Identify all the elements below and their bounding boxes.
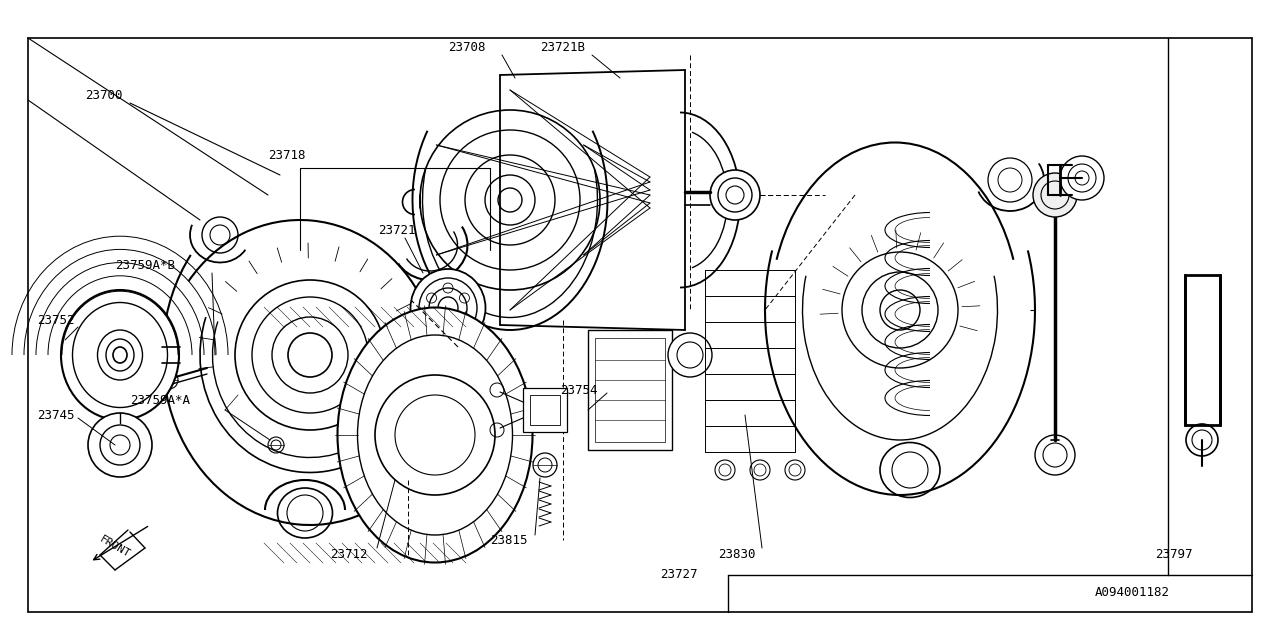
Bar bbox=[1185, 275, 1220, 425]
Text: 23721B: 23721B bbox=[540, 40, 585, 54]
Bar bbox=[524, 388, 567, 432]
Text: A094001182: A094001182 bbox=[1094, 586, 1170, 600]
Text: 23712: 23712 bbox=[330, 548, 367, 561]
Bar bbox=[588, 330, 672, 450]
Text: 23830: 23830 bbox=[718, 548, 755, 561]
Text: 23718: 23718 bbox=[268, 148, 306, 161]
Bar bbox=[530, 395, 561, 425]
Text: 23700: 23700 bbox=[84, 88, 123, 102]
Text: 23797: 23797 bbox=[1155, 548, 1193, 561]
Ellipse shape bbox=[411, 269, 485, 347]
Circle shape bbox=[710, 170, 760, 220]
Circle shape bbox=[668, 333, 712, 377]
Text: FRONT: FRONT bbox=[97, 534, 132, 559]
Text: 23745: 23745 bbox=[37, 408, 74, 422]
Bar bbox=[595, 338, 666, 442]
Text: 23815: 23815 bbox=[490, 534, 527, 547]
Text: 23727: 23727 bbox=[660, 568, 698, 582]
Text: 23752: 23752 bbox=[37, 314, 74, 326]
Text: 23708: 23708 bbox=[448, 40, 485, 54]
Text: 23759A*B: 23759A*B bbox=[115, 259, 175, 271]
Circle shape bbox=[1033, 173, 1076, 217]
Circle shape bbox=[88, 413, 152, 477]
Text: 23754: 23754 bbox=[561, 383, 598, 397]
Ellipse shape bbox=[338, 307, 532, 563]
Circle shape bbox=[1060, 156, 1103, 200]
Text: 23721: 23721 bbox=[378, 223, 416, 237]
Ellipse shape bbox=[61, 290, 179, 420]
Text: 23759A*A: 23759A*A bbox=[131, 394, 189, 406]
